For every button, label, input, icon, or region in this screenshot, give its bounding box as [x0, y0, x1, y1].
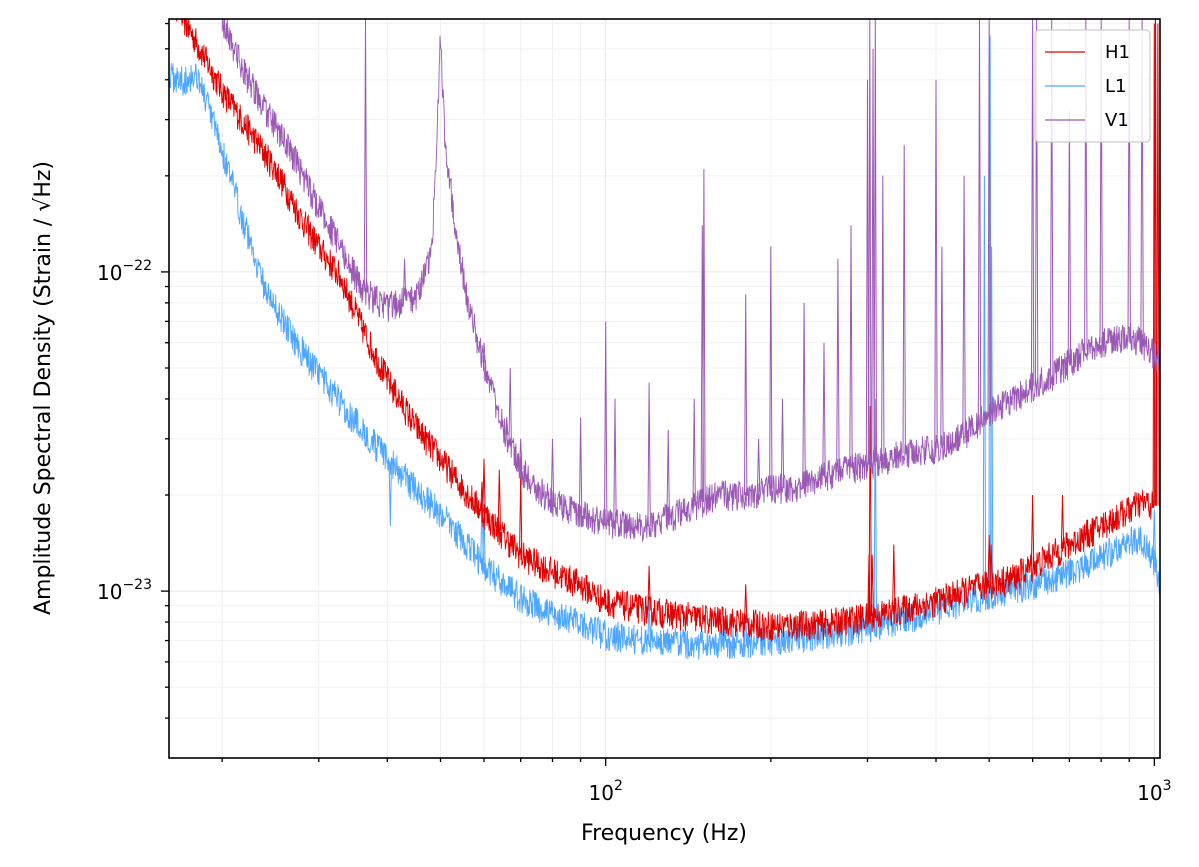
- spectral-line-v1: [802, 302, 806, 484]
- spectral-line-l1: [982, 175, 987, 596]
- y-axis-label-group: Amplitude Spectral Density (Strain / √Hz…: [31, 161, 56, 615]
- axis-ticks: 102 103 10−23 10−22: [97, 22, 1172, 805]
- spectral-line-v1: [962, 175, 966, 435]
- series-layer: [169, 19, 1160, 660]
- sqrt-symbol: √: [31, 197, 56, 212]
- y-axis-label-suffix: ): [31, 161, 56, 170]
- spectral-line-h1: [868, 405, 872, 617]
- spectral-line-h1: [497, 469, 501, 531]
- spectral-line-v1: [692, 398, 696, 506]
- spectral-line-v1: [550, 438, 555, 503]
- svg-text:Amplitude Spectral Density (St: Amplitude Spectral Density (Strain / √Hz…: [31, 161, 56, 615]
- spectral-line-h1: [1153, 19, 1158, 506]
- spectral-line-v1: [702, 169, 706, 502]
- spectral-line-v1: [508, 367, 512, 444]
- spectral-line-v1: [666, 429, 670, 518]
- legend-box: [1034, 29, 1151, 143]
- spectral-line-v1: [871, 48, 875, 463]
- spectral-line-l1: [744, 613, 748, 643]
- spectral-line-v1: [780, 398, 785, 489]
- legend-label-h1: H1: [1105, 42, 1130, 63]
- legend-label-l1: L1: [1105, 76, 1126, 97]
- spectral-line-v1: [744, 294, 748, 496]
- x-tick-label: 103: [1137, 778, 1171, 805]
- spectral-line-v1: [865, 79, 870, 465]
- spectral-line-v1: [1030, 19, 1035, 386]
- spectral-line-h1: [1156, 23, 1160, 506]
- plot-frame: [168, 18, 1161, 759]
- legend: H1 L1 V1: [1034, 29, 1151, 143]
- y-axis-label: Amplitude Spectral Density (Strain /: [31, 212, 56, 615]
- y-tick-label: 10−22: [97, 258, 152, 285]
- spectral-line-v1: [822, 342, 826, 476]
- y-tick-label: 10−23: [97, 577, 152, 604]
- spectral-line-v1: [402, 258, 407, 301]
- spectral-line-v1: [868, 19, 872, 464]
- spectral-line-l1: [388, 461, 392, 527]
- spectral-line-v1: [519, 438, 523, 470]
- spectral-line-v1: [1050, 19, 1054, 377]
- spectral-line-v1: [1140, 19, 1144, 343]
- spectral-line-v1: [647, 382, 651, 527]
- spectral-line-h1: [482, 458, 486, 514]
- spectral-line-v1: [902, 144, 906, 454]
- spectral-line-h1: [1060, 494, 1065, 549]
- spectral-line-l1: [873, 398, 877, 626]
- spectral-line-v1: [1099, 19, 1103, 343]
- spectral-line-h1: [870, 554, 874, 616]
- spectral-line-v1: [940, 246, 944, 446]
- spectral-line-v1: [836, 258, 840, 473]
- spectral-line-v1: [482, 342, 486, 363]
- spectral-line-v1: [373, 286, 377, 299]
- spectral-line-v1: [1034, 19, 1039, 384]
- spectral-line-v1: [934, 79, 938, 449]
- spectral-line-h1: [647, 565, 651, 611]
- spectral-line-h1: [892, 544, 896, 612]
- spectral-line-v1: [1127, 19, 1131, 337]
- spectral-line-v1: [873, 19, 877, 462]
- spectral-line-v1: [578, 417, 583, 514]
- spectral-line-h1: [360, 327, 364, 334]
- spectral-line-v1: [987, 19, 991, 414]
- y-axis-unit: Hz: [31, 170, 56, 198]
- spectral-line-h1: [744, 584, 748, 624]
- spectral-line-l1: [1152, 509, 1156, 561]
- spectral-line-v1: [1084, 19, 1088, 350]
- spectral-line-v1: [977, 19, 982, 422]
- legend-label-v1: V1: [1105, 110, 1129, 131]
- spectral-line-v1: [849, 225, 853, 469]
- spectral-line-v1: [881, 175, 885, 460]
- spectral-line-h1: [989, 544, 993, 584]
- spectral-line-v1: [769, 246, 773, 489]
- x-axis-label: Frequency (Hz): [581, 821, 747, 846]
- spectral-line-v1: [363, 19, 368, 292]
- spectral-line-v1: [505, 417, 509, 435]
- spectral-line-v1: [756, 438, 761, 492]
- spectral-line-v1: [613, 398, 617, 524]
- spectral-line-h1: [1030, 494, 1035, 566]
- spectral-line-v1: [604, 321, 608, 522]
- series-line-v1: [221, 19, 1160, 542]
- x-tick-label: 102: [588, 778, 622, 805]
- spectral-line-l1: [989, 246, 994, 594]
